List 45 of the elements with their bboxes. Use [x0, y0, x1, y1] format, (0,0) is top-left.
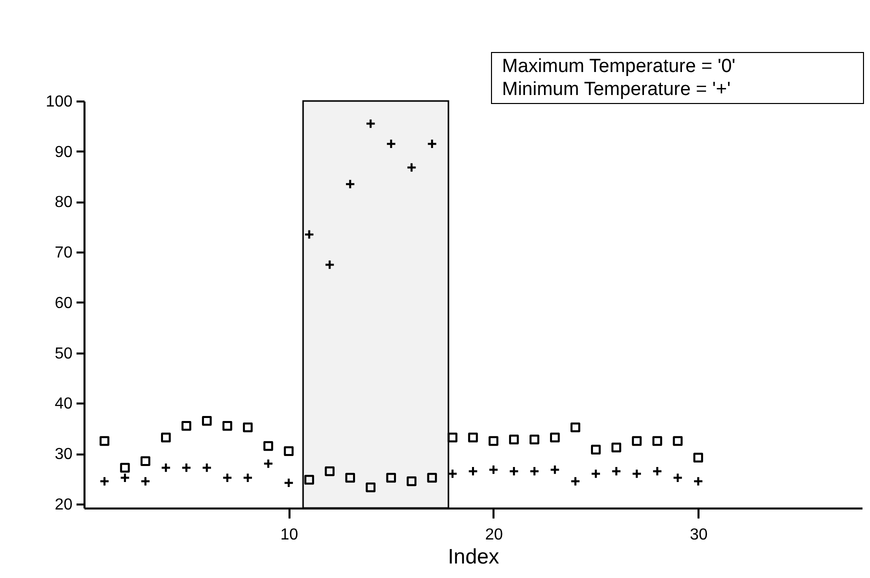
point [570, 422, 580, 432]
point [530, 434, 540, 444]
x-tick-label: 30 [690, 526, 708, 544]
point [202, 416, 212, 426]
point [263, 441, 274, 451]
point [140, 456, 150, 466]
point [550, 432, 560, 442]
y-tick-label: 20 [54, 496, 73, 514]
point [284, 446, 294, 456]
point [632, 436, 642, 446]
point [590, 444, 601, 454]
point [652, 436, 662, 446]
x-tick-label: 20 [485, 526, 503, 544]
point [161, 432, 171, 442]
point [222, 421, 232, 431]
point [324, 466, 335, 476]
text: Minimum Temperature = '+' [502, 78, 732, 101]
x-tick-label: 10 [280, 526, 298, 544]
y-tick-label: 30 [54, 446, 73, 464]
y-tick-label: 100 [46, 94, 73, 110]
text: Maximum Temperature = '0' [502, 55, 736, 78]
point [427, 472, 437, 483]
point [386, 472, 396, 483]
y-tick-label: 90 [54, 144, 73, 161]
point [345, 472, 356, 483]
point [509, 434, 519, 444]
point [242, 422, 253, 432]
point [304, 474, 314, 485]
y-tick-label: 40 [54, 396, 73, 413]
y-tick-label: 80 [54, 194, 73, 212]
point [468, 432, 478, 442]
point [488, 436, 498, 446]
y-tick-label: 70 [54, 244, 73, 262]
point [448, 432, 458, 442]
x-axis-title: Index [448, 546, 500, 568]
point [672, 436, 683, 446]
point [693, 452, 704, 462]
y-tick-label: 50 [54, 345, 73, 362]
point [366, 482, 376, 492]
point [100, 436, 110, 446]
point [611, 442, 622, 452]
y-tick-label: 60 [54, 294, 73, 312]
point [120, 462, 130, 473]
point [181, 421, 192, 431]
point [406, 476, 416, 486]
